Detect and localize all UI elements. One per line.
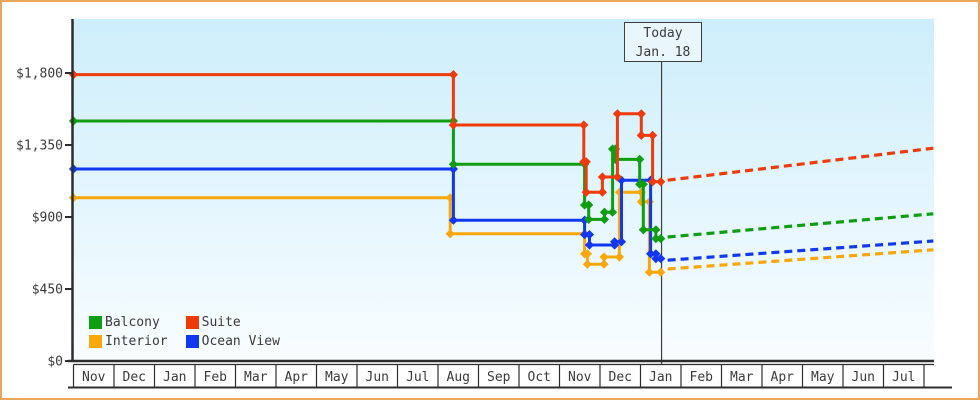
y-axis-label: $900 (32, 211, 63, 226)
x-axis-month-label: Feb (690, 370, 714, 385)
y-axis-label: $450 (32, 283, 63, 298)
x-axis-month-label: May (325, 370, 349, 385)
series-marker-interior (582, 259, 593, 269)
series-marker-suite (648, 177, 658, 187)
legend-item-ocean-view: Ocean View (185, 333, 280, 349)
series-marker-balcony (584, 214, 594, 224)
today-annotation-line1: Today (643, 26, 683, 41)
series-marker-ocean-view (584, 240, 595, 250)
interior-swatch-icon (89, 334, 102, 348)
series-marker-suite (597, 187, 608, 197)
legend: Balcony Suite Interior Ocean View (89, 314, 280, 349)
series-forecast-ocean-view (667, 239, 934, 262)
series-marker-suite (636, 130, 646, 140)
y-axis-label: $1,350 (16, 139, 63, 154)
series-marker-ocean-view (616, 175, 627, 185)
series-marker-ocean-view (448, 164, 458, 174)
series-marker-ocean-view (616, 237, 627, 247)
x-axis-month-label: Sep (487, 370, 511, 385)
x-axis-month-label: Jun (852, 370, 875, 385)
x-axis-month-label: May (811, 370, 835, 385)
y-axis-label: $0 (47, 355, 63, 370)
series-marker-interior (599, 259, 609, 269)
series-marker-suite (581, 157, 591, 167)
y-axis-label: $1,800 (16, 67, 63, 82)
series-marker-ocean-view (609, 237, 620, 247)
series-marker-balcony (638, 225, 648, 235)
x-axis-month-label: Nov (82, 370, 106, 385)
x-axis-month-label: Apr (771, 370, 795, 385)
series-marker-suite (448, 120, 458, 130)
series-marker-suite (579, 120, 589, 130)
x-axis-month-label: Nov (568, 370, 592, 385)
x-axis-month-label: Dec (609, 370, 632, 385)
series-marker-balcony (651, 234, 661, 244)
series-marker-suite (636, 109, 646, 119)
series-marker-ocean-view (580, 215, 590, 225)
plot-background-group (73, 19, 934, 361)
today-annotation-line2: Jan. 18 (635, 45, 691, 60)
suite-swatch-icon (185, 315, 199, 329)
balcony-swatch-icon (89, 315, 102, 329)
x-axis-month-label: Feb (204, 370, 228, 385)
legend-item-suite: Suite (185, 314, 280, 330)
series-marker-interior (614, 252, 625, 262)
legend-item-balcony: Balcony (89, 314, 168, 330)
series-marker-suite (612, 172, 623, 182)
x-axis-month-label: Jan (649, 370, 672, 385)
x-axis-month-label: Aug (447, 370, 470, 385)
series-marker-balcony (599, 214, 610, 224)
today-annotation: Today Jan. 18 (624, 22, 702, 62)
series-marker-suite (656, 177, 666, 187)
series-marker-interior (644, 267, 655, 277)
series-marker-ocean-view (584, 230, 595, 240)
x-axis-month-label: Jan (163, 370, 186, 385)
series-marker-balcony (651, 225, 661, 235)
x-axis-month-label: Jun (366, 370, 389, 385)
series-forecast-balcony (667, 212, 934, 239)
series-marker-ocean-view (580, 230, 590, 240)
x-axis-month-label: Dec (123, 370, 146, 385)
x-axis-month-label: Jul (406, 370, 429, 385)
series-marker-balcony (656, 234, 666, 244)
legend-label-interior: Interior (105, 333, 168, 349)
series-marker-suite (612, 109, 623, 119)
series-marker-balcony (607, 207, 618, 217)
series-marker-interior (656, 267, 666, 277)
series-marker-suite (648, 130, 658, 140)
series-marker-suite (597, 172, 608, 182)
legend-label-balcony: Balcony (105, 314, 160, 330)
series-marker-balcony (448, 159, 458, 169)
series-forecast-suite (667, 146, 934, 182)
series-marker-suite (448, 70, 458, 80)
series-marker-balcony (635, 154, 645, 164)
series-marker-interior (599, 252, 609, 262)
x-axis-month-label: Oct (528, 370, 551, 385)
series-line-balcony (73, 119, 661, 241)
series-line-suite (73, 73, 661, 194)
series-marker-interior (445, 229, 455, 239)
series-marker-suite (581, 187, 591, 197)
series-group (68, 70, 934, 277)
plot-background (73, 19, 934, 361)
axis-labels-group: $0 $450 $900 $1,350 $1,800 Nov Dec Jan Feb Mar Apr… (16, 67, 915, 386)
series-marker-interior (445, 193, 455, 203)
axes-group (65, 19, 952, 389)
x-axis-month-label: Mar (730, 370, 754, 385)
legend-label-suite: Suite (201, 314, 241, 330)
series-marker-balcony (638, 179, 648, 189)
ocean-view-swatch-icon (185, 334, 199, 348)
legend-label-ocean-view: Ocean View (201, 333, 280, 349)
x-axis-month-label: Jul (892, 370, 915, 385)
series-marker-balcony (599, 207, 610, 217)
x-axis-month-label: Apr (285, 370, 309, 385)
x-axis-month-label: Mar (244, 370, 268, 385)
series-forecast-interior (667, 248, 934, 271)
series-marker-ocean-view (448, 215, 458, 225)
legend-item-interior: Interior (89, 333, 168, 349)
series-marker-balcony (584, 200, 594, 210)
